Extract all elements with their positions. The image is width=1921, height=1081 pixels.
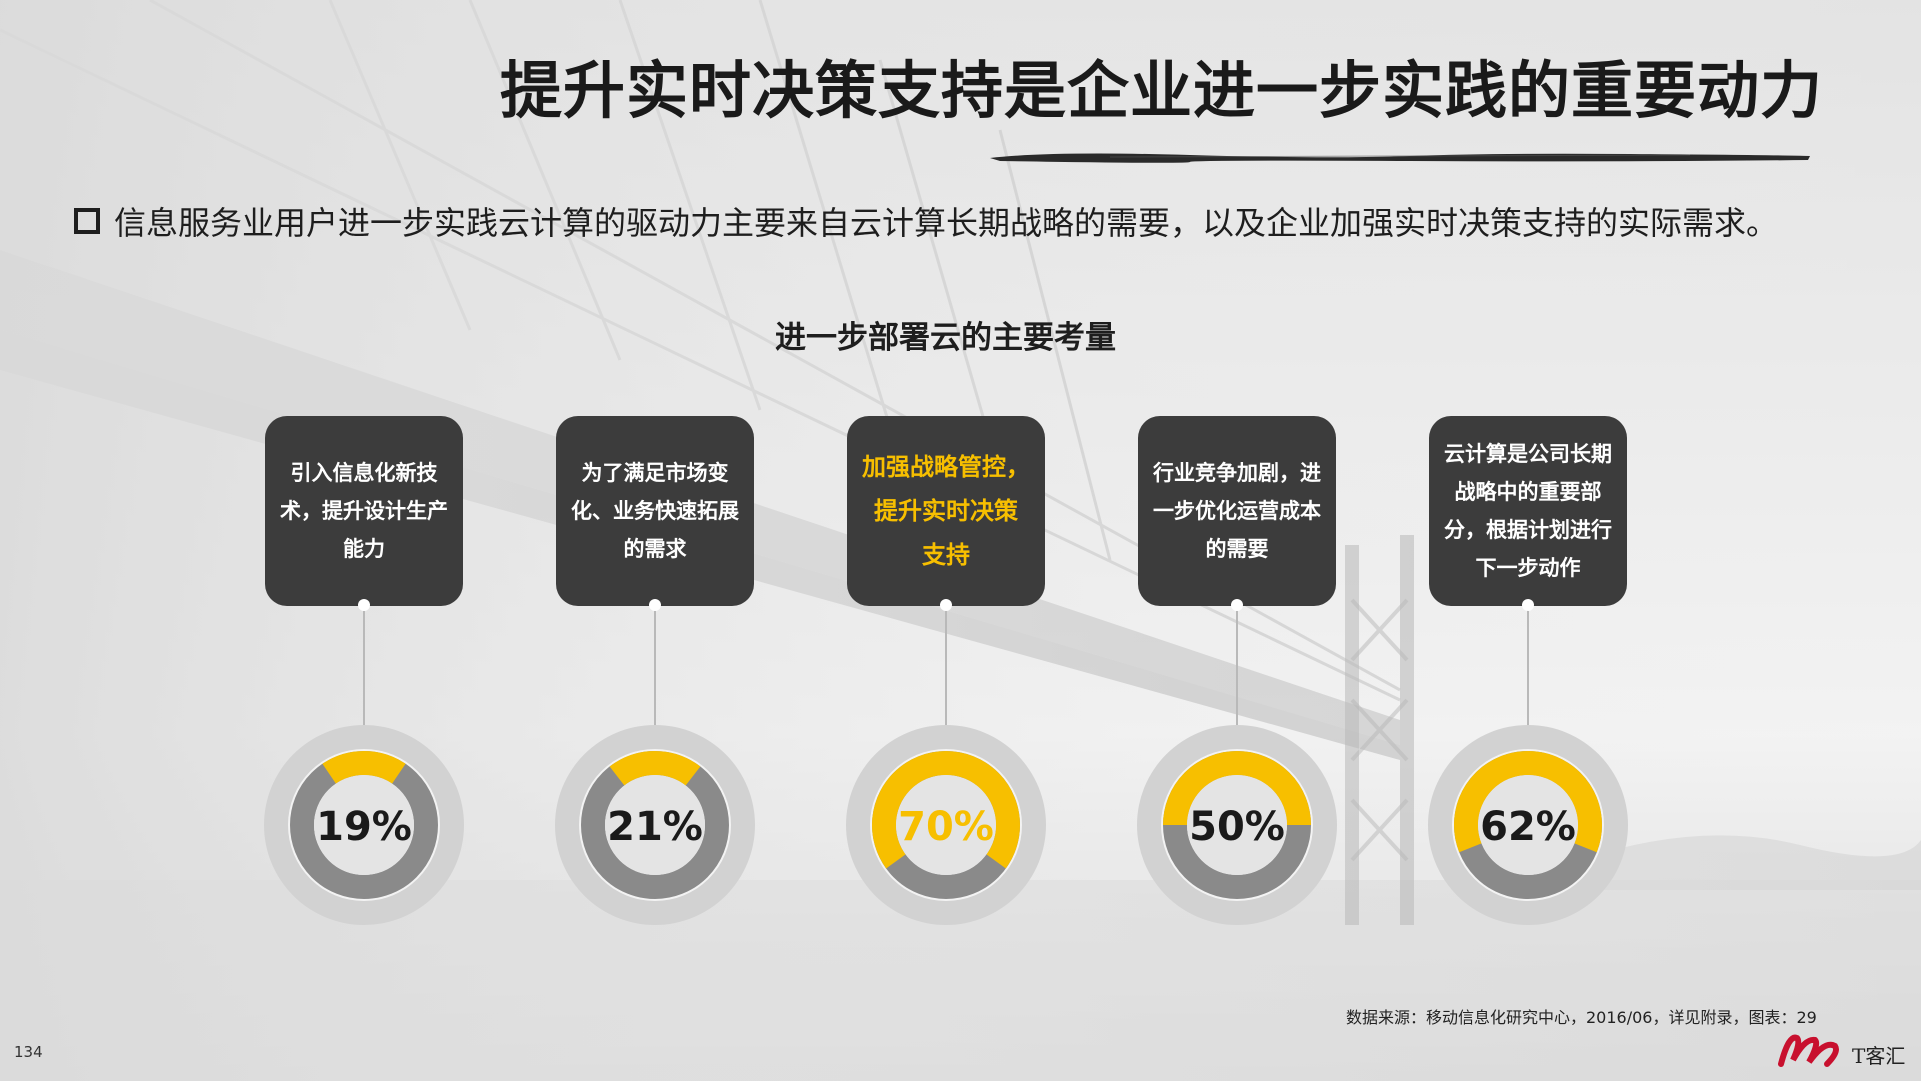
factor-card-3-highlight: 加强战略管控， 提升实时决策 支持 (847, 416, 1045, 606)
brush-stroke-divider (990, 153, 1810, 163)
card-line: 下一步动作 (1475, 556, 1581, 580)
card-line: 分，根据计划进行 (1444, 518, 1612, 542)
connector-dot (358, 599, 370, 611)
donut-value-arc (322, 751, 406, 784)
card-text: 加强战略管控， 提升实时决策 支持 (862, 445, 1030, 577)
bullet-text: 信息服务业用户进一步实践云计算的驱动力主要来自云计算长期战略的需要，以及企业加强… (114, 204, 1779, 242)
card-line: 加强战略管控， (862, 453, 1030, 481)
connector-line (1236, 606, 1238, 726)
card-line: 一步优化运营成本 (1153, 499, 1321, 523)
connector-line (1527, 606, 1529, 726)
card-line: 战略中的重要部 (1454, 480, 1602, 504)
donut-inner (605, 775, 705, 875)
donut-percent-label: 50% (1189, 804, 1285, 850)
factor-card-1: 引入信息化新技 术，提升设计生产 能力 (265, 416, 463, 606)
factor-card-4: 行业竞争加剧，进 一步优化运营成本 的需要 (1138, 416, 1336, 606)
connector-line (363, 606, 365, 726)
connector-line (654, 606, 656, 726)
card-line: 支持 (922, 541, 970, 569)
square-bullet-icon (74, 208, 100, 234)
factor-card-5: 云计算是公司长期 战略中的重要部 分，根据计划进行 下一步动作 (1429, 416, 1627, 606)
page-title: 提升实时决策支持是企业进一步实践的重要动力 (500, 54, 1824, 127)
donut-value-arc (1454, 751, 1602, 853)
card-line: 云计算是公司长期 (1444, 442, 1612, 466)
donut-percent-label: 19% (316, 804, 412, 850)
donut-inner (896, 775, 996, 875)
card-line: 的需求 (623, 537, 687, 561)
card-line: 术，提升设计生产 (280, 499, 448, 523)
brand-logo-text: T客汇 (1852, 1044, 1906, 1068)
connector-line (945, 606, 947, 726)
connector-dot (649, 599, 661, 611)
page-number: 134 (14, 1043, 43, 1061)
data-source-note: 数据来源：移动信息化研究中心，2016/06，详见附录，图表：29 (1346, 1008, 1817, 1027)
card-text: 云计算是公司长期 战略中的重要部 分，根据计划进行 下一步动作 (1444, 435, 1612, 587)
card-text: 为了满足市场变 化、业务快速拓展 的需求 (571, 454, 739, 568)
card-text: 引入信息化新技 术，提升设计生产 能力 (280, 454, 448, 568)
donut-inner (1478, 775, 1578, 875)
chart-title: 进一步部署云的主要考量 (775, 320, 1116, 356)
donut-value-arc (1163, 751, 1311, 826)
card-line: 能力 (343, 537, 385, 561)
brand-logo-mark (1778, 1034, 1839, 1067)
card-line: 行业竞争加剧，进 (1153, 461, 1321, 485)
donut-inner (1187, 775, 1287, 875)
card-line: 的需要 (1205, 537, 1269, 561)
donut-value-arc (609, 751, 701, 786)
factor-card-2: 为了满足市场变 化、业务快速拓展 的需求 (556, 416, 754, 606)
donut-percent-label: 21% (607, 804, 703, 850)
donut-percent-label: 62% (1480, 804, 1576, 850)
donut-value-arc (872, 751, 1020, 869)
card-line: 化、业务快速拓展 (571, 499, 739, 523)
donut-inner (314, 775, 414, 875)
card-line: 为了满足市场变 (581, 461, 729, 485)
connector-dot (1522, 599, 1534, 611)
donut-percent-label: 70% (898, 804, 994, 850)
connector-dot (1231, 599, 1243, 611)
card-line: 提升实时决策 (874, 497, 1018, 525)
card-text: 行业竞争加剧，进 一步优化运营成本 的需要 (1153, 454, 1321, 568)
connector-dot (940, 599, 952, 611)
bullet-text-row: 信息服务业用户进一步实践云计算的驱动力主要来自云计算长期战略的需要，以及企业加强… (74, 198, 1778, 244)
card-line: 引入信息化新技 (290, 461, 438, 485)
